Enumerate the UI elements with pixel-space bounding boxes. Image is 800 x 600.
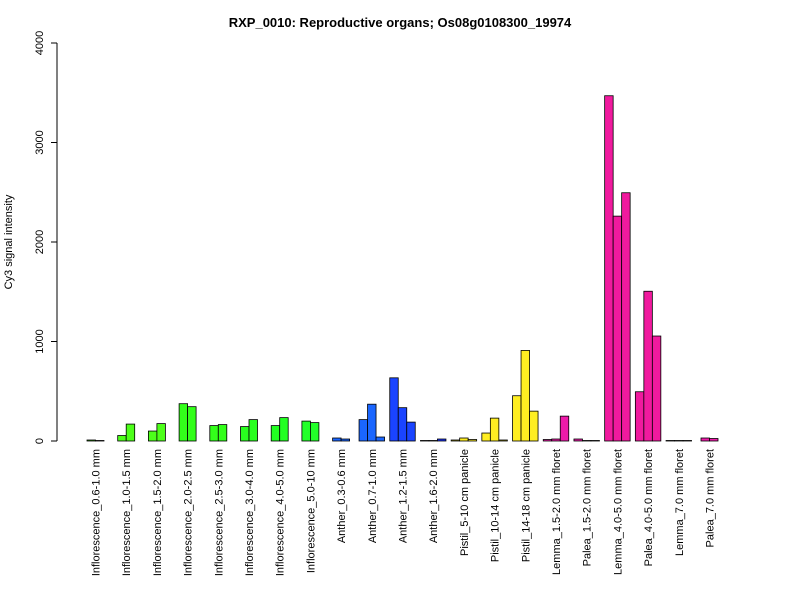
bar — [665, 440, 675, 442]
category-label: Anther_1.2-1.5 mm — [398, 449, 410, 543]
bar — [573, 438, 583, 442]
bar — [420, 440, 430, 442]
y-axis: 0 1000 2000 3000 4000 — [34, 31, 58, 444]
category-label: Palea_4.0-5.0 mm floret — [643, 449, 655, 566]
bar — [178, 403, 189, 442]
bar — [520, 350, 530, 442]
category-label: Inflorescence_4.0-5.0 mm — [275, 449, 287, 576]
bar — [332, 437, 342, 442]
bar — [301, 420, 311, 442]
bar — [240, 426, 250, 442]
y-axis-label: Cy3 signal intensity — [3, 194, 15, 289]
bar — [481, 432, 491, 442]
bar — [559, 415, 570, 442]
category-label: Lemma_7.0 mm floret — [674, 449, 686, 556]
bar — [397, 407, 408, 442]
category-label: Pistil_5-10 cm panicle — [459, 449, 471, 556]
category-label: Lemma_1.5-2.0 mm floret — [551, 449, 563, 575]
category-label: Pistil_10-14 cm panicle — [490, 449, 502, 562]
bar — [437, 438, 447, 442]
bar — [450, 439, 461, 442]
bar — [270, 425, 281, 442]
category-label: Inflorescence_3.0-4.0 mm — [244, 449, 256, 576]
bar — [95, 440, 105, 442]
category-label: Inflorescence_0.6-1.0 mm — [91, 449, 103, 576]
y-tick-label: 2000 — [34, 230, 46, 254]
bar — [209, 425, 219, 442]
category-label: Inflorescence_5.0-10 mm — [305, 449, 317, 573]
bar — [709, 438, 719, 442]
category-label: Anther_0.3-0.6 mm — [336, 449, 348, 543]
bar — [542, 439, 553, 442]
category-label: Anther_1.6-2.0 mm — [428, 449, 440, 543]
bar — [367, 403, 377, 442]
bar — [604, 95, 614, 442]
bar — [590, 440, 600, 442]
bar — [551, 438, 561, 442]
bar — [156, 423, 166, 442]
bars — [86, 95, 719, 442]
y-tick-label: 4000 — [34, 31, 46, 55]
bar — [309, 422, 320, 442]
bar — [217, 424, 228, 442]
bar — [700, 437, 710, 442]
bar — [498, 439, 508, 442]
bar — [512, 395, 522, 442]
bar — [358, 419, 368, 442]
bar — [489, 417, 500, 442]
y-tick-label: 1000 — [34, 329, 46, 353]
bar — [117, 435, 127, 442]
category-label: Inflorescence_2.5-3.0 mm — [213, 449, 225, 576]
category-label: Inflorescence_1.5-2.0 mm — [152, 449, 164, 576]
category-label: Pistil_14-18 cm panicle — [520, 449, 532, 562]
y-tick-label: 3000 — [34, 130, 46, 154]
bar — [459, 437, 469, 442]
category-labels: Inflorescence_0.6-1.0 mm Inflorescence_1.… — [91, 449, 717, 576]
bar — [674, 440, 684, 442]
bar — [621, 192, 631, 442]
bar — [529, 410, 539, 442]
bar — [248, 419, 258, 442]
category-label: Palea_1.5-2.0 mm floret — [582, 449, 594, 566]
bar — [147, 430, 158, 442]
bar — [389, 377, 399, 442]
bar — [375, 436, 385, 442]
bar — [279, 417, 289, 442]
bar — [612, 215, 623, 442]
bar — [187, 406, 197, 442]
bar — [634, 391, 645, 442]
bar — [467, 439, 478, 442]
bar — [582, 440, 592, 442]
category-label: Inflorescence_2.0-2.5 mm — [183, 449, 195, 576]
bar — [340, 438, 351, 442]
bar — [125, 423, 136, 442]
bar — [643, 290, 653, 442]
bar — [406, 421, 416, 442]
bar — [86, 439, 96, 442]
bar — [428, 440, 438, 442]
y-tick-label: 0 — [34, 438, 46, 444]
category-label: Lemma_4.0-5.0 mm floret — [612, 449, 624, 575]
category-label: Palea_7.0 mm floret — [705, 449, 717, 547]
category-label: Inflorescence_1.0-1.5 mm — [121, 449, 133, 576]
chart-title: RXP_0010: Reproductive organs; Os08g0108… — [229, 15, 572, 30]
category-label: Anther_0.7-1.0 mm — [367, 449, 379, 543]
bar — [651, 335, 662, 442]
bar — [682, 440, 692, 442]
